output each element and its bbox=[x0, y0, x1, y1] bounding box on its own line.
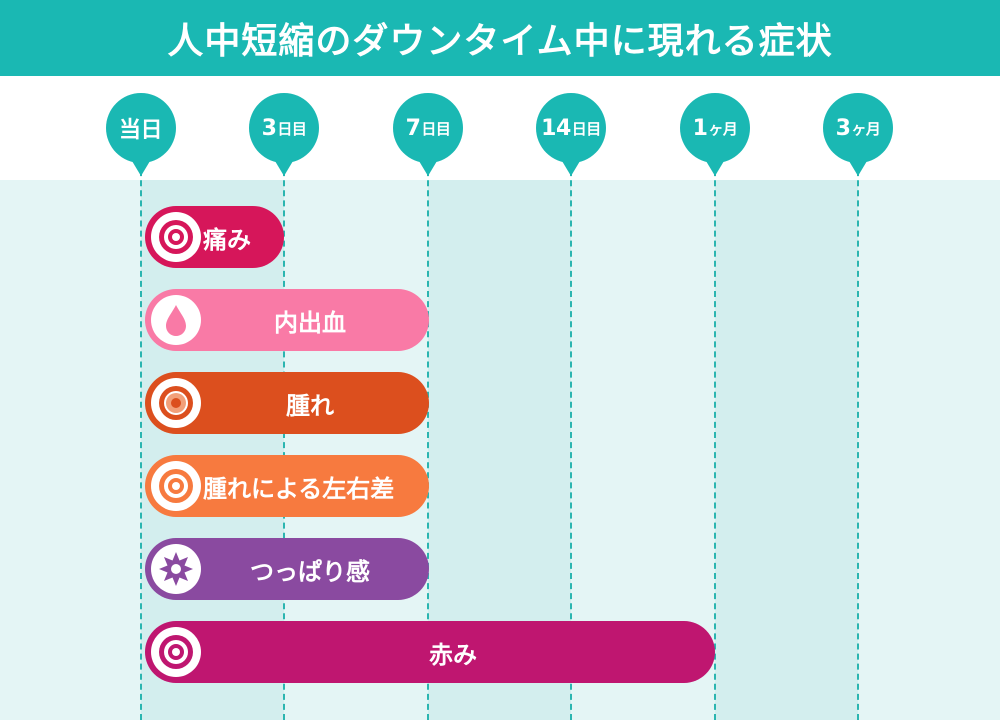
page-title: 人中短縮のダウンタイム中に現れる症状 bbox=[167, 21, 833, 62]
marker-number: 当日 bbox=[118, 118, 163, 143]
timeline-marker-day14: 14 日目 bbox=[536, 93, 606, 163]
marker-number: 7 bbox=[405, 115, 421, 141]
symptom-bar-tightness: つっぱり感 bbox=[145, 538, 429, 600]
timeline-marker-day0: 当日 bbox=[106, 93, 176, 163]
timeline-guide-line bbox=[714, 150, 716, 720]
marker-unit: 日目 bbox=[571, 119, 602, 138]
timeline-marker-1month: 1 ヶ月 bbox=[680, 93, 750, 163]
marker-number: 3 bbox=[261, 115, 277, 141]
marker-unit: 日目 bbox=[421, 119, 451, 138]
timeline-marker-day7: 7 日目 bbox=[393, 93, 463, 163]
marker-unit: ヶ月 bbox=[708, 119, 738, 138]
marker-number: 1 bbox=[692, 115, 708, 141]
symptom-bar-asymmetry: 腫れによる左右差 bbox=[145, 455, 429, 517]
column-band bbox=[715, 180, 858, 720]
marker-unit: 日目 bbox=[277, 119, 307, 138]
title-bar: 人中短縮のダウンタイム中に現れる症状 bbox=[0, 0, 1000, 76]
symptom-label: 腫れ bbox=[286, 391, 334, 420]
marker-unit: ヶ月 bbox=[851, 119, 881, 138]
symptom-bar-redness: 赤み bbox=[145, 621, 715, 683]
symptom-label: つっぱり感 bbox=[250, 557, 370, 586]
marker-number: 3 bbox=[835, 115, 851, 141]
swelling-icon bbox=[151, 378, 201, 428]
timeline-marker-day3: 3 日目 bbox=[249, 93, 319, 163]
timeline-marker-3month: 3 ヶ月 bbox=[823, 93, 893, 163]
symptom-label: 腫れによる左右差 bbox=[203, 474, 395, 503]
symptom-label: 赤み bbox=[429, 640, 477, 669]
timeline-guide-line bbox=[570, 150, 572, 720]
target-icon bbox=[151, 627, 201, 677]
timeline-guide-line bbox=[283, 150, 285, 720]
symptom-label: 痛み bbox=[203, 225, 251, 254]
timeline-guide-line bbox=[857, 150, 859, 720]
drop-icon bbox=[151, 295, 201, 345]
symptom-bar-bruising: 内出血 bbox=[145, 289, 429, 351]
timeline-guide-line bbox=[140, 150, 142, 720]
target-icon bbox=[151, 212, 201, 262]
symptom-label: 内出血 bbox=[274, 308, 346, 337]
symptom-bar-swelling: 腫れ bbox=[145, 372, 429, 434]
marker-number: 14 bbox=[541, 115, 571, 141]
symptom-bar-pain: 痛み bbox=[145, 206, 284, 268]
target-icon bbox=[151, 461, 201, 511]
timeline-guide-line bbox=[427, 150, 429, 720]
starburst-icon bbox=[151, 544, 201, 594]
